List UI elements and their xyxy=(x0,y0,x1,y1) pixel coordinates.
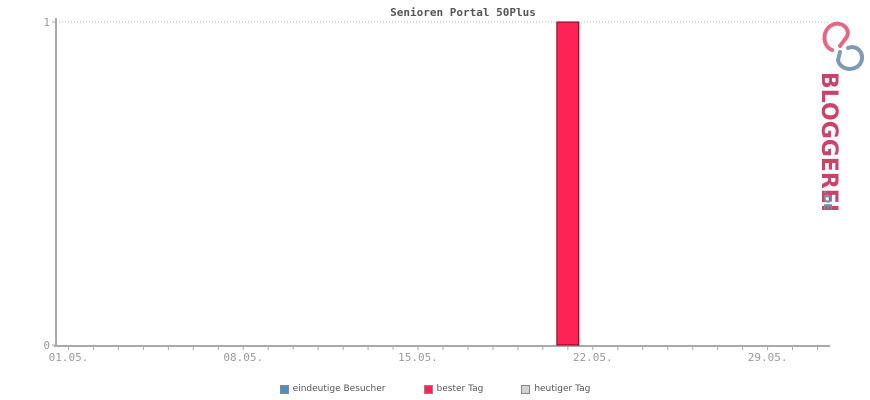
legend-swatch-best-day xyxy=(423,384,433,394)
x-tick-label: 22.05. xyxy=(573,351,613,364)
y-tick-label: 1 xyxy=(43,16,50,29)
logo-suffix: .DE xyxy=(821,190,834,211)
legend-label-best-day: bester Tag xyxy=(436,384,484,394)
chart-title: Senioren Portal 50Plus xyxy=(390,6,536,19)
bloggerei-logo: BLOGGEREI .DE xyxy=(816,21,865,212)
bar-1-2105 xyxy=(556,21,580,346)
x-tick-label: 29.05. xyxy=(748,351,788,364)
logo-icon xyxy=(822,21,865,71)
logo-text: BLOGGEREI xyxy=(816,72,841,212)
legend-label-visitors: eindeutige Besucher xyxy=(292,384,386,394)
x-tick-label: 01.05. xyxy=(49,351,89,364)
legend-item-today: heutiger Tag xyxy=(521,384,590,394)
legend-label-today: heutiger Tag xyxy=(534,384,591,394)
legend-swatch-visitors xyxy=(279,384,289,394)
legend: eindeutige Besucher bester Tag heutiger … xyxy=(0,384,870,394)
x-tick-label: 15.05. xyxy=(398,351,438,364)
y-tick-label: 0 xyxy=(43,339,50,352)
legend-swatch-today xyxy=(521,384,531,394)
x-tick-label: 08.05. xyxy=(223,351,263,364)
legend-item-visitors: eindeutige Besucher xyxy=(279,384,386,394)
legend-item-best-day: bester Tag xyxy=(423,384,484,394)
plot-area: 0 1 01.05. 08.05. 15.05. 22.05. 29.05. xyxy=(43,16,830,364)
